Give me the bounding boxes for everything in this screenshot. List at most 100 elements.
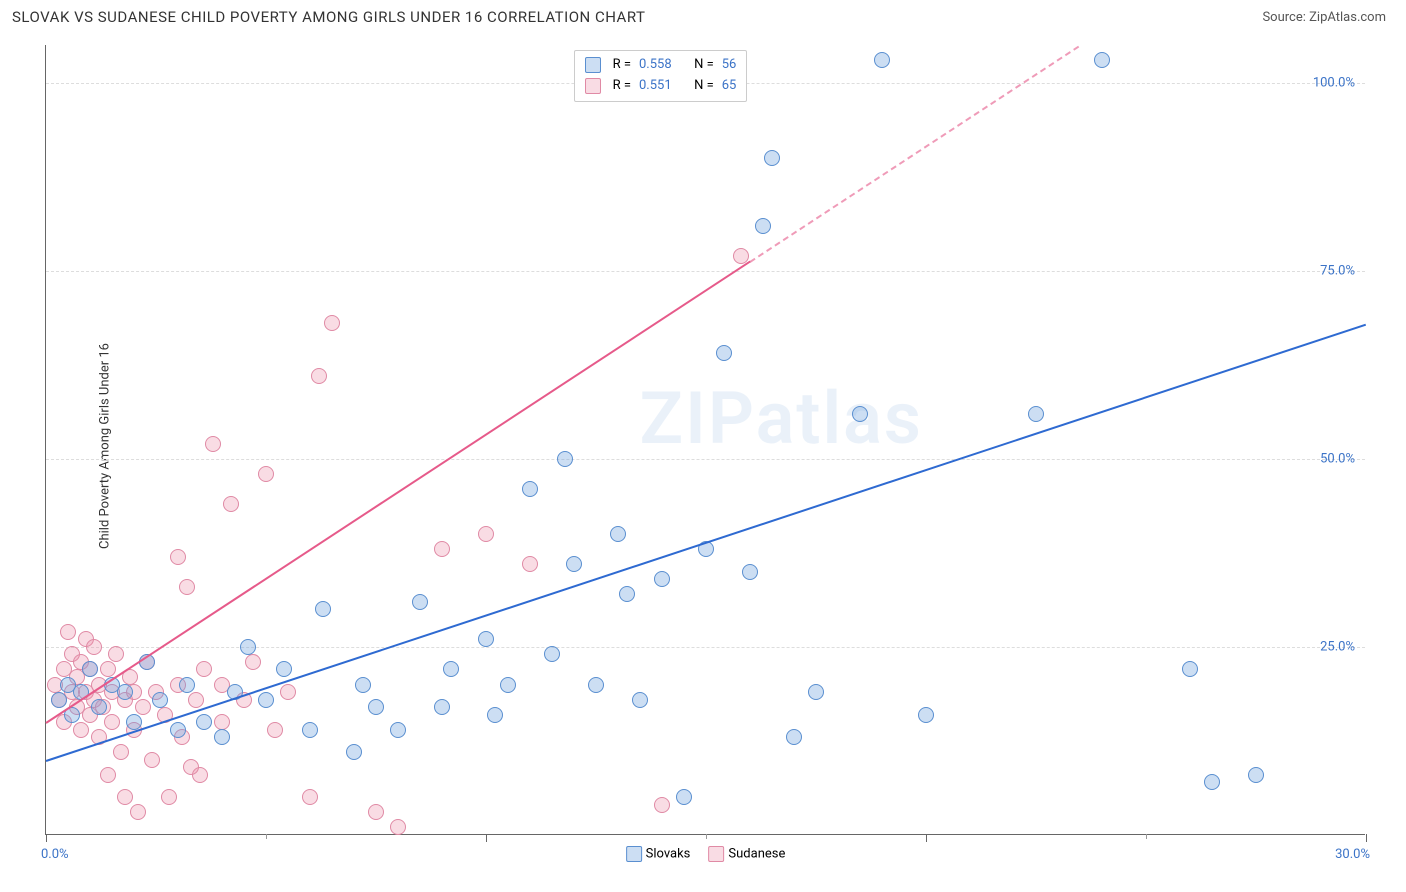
scatter-point	[434, 699, 450, 715]
scatter-point	[170, 722, 186, 738]
scatter-point	[346, 744, 362, 760]
scatter-point	[108, 646, 124, 662]
trend-line	[45, 261, 750, 724]
stats-swatch	[585, 78, 601, 94]
scatter-point	[302, 789, 318, 805]
scatter-point	[258, 466, 274, 482]
scatter-point	[196, 714, 212, 730]
scatter-point	[104, 714, 120, 730]
scatter-point	[1248, 767, 1264, 783]
scatter-point	[808, 684, 824, 700]
stats-row: R =0.551 N =65	[585, 76, 737, 97]
scatter-point	[311, 368, 327, 384]
scatter-point	[86, 639, 102, 655]
stats-row: R = 0.558 N = 56	[585, 55, 737, 76]
scatter-point	[742, 564, 758, 580]
trend-line	[749, 45, 1079, 262]
scatter-plot-area: ZIPatlas R =0.558 N =56R =0.551 N =65 Sl…	[45, 45, 1365, 835]
y-tick-label: 25.0%	[1320, 639, 1355, 654]
scatter-point	[544, 646, 560, 662]
scatter-point	[117, 684, 133, 700]
y-tick-label: 75.0%	[1320, 263, 1355, 278]
scatter-point	[764, 150, 780, 166]
legend-swatch	[626, 846, 642, 862]
scatter-point	[100, 767, 116, 783]
legend-label: Slovaks	[646, 846, 691, 861]
chart-source: Source: ZipAtlas.com	[1262, 10, 1386, 25]
scatter-point	[654, 797, 670, 813]
scatter-point	[368, 804, 384, 820]
scatter-point	[73, 722, 89, 738]
source-label: Source:	[1262, 10, 1305, 25]
scatter-point	[60, 624, 76, 640]
scatter-point	[522, 556, 538, 572]
scatter-point	[324, 315, 340, 331]
x-tick-major	[1366, 834, 1367, 842]
scatter-point	[240, 639, 256, 655]
watermark-text: ZIPatlas	[640, 376, 923, 461]
scatter-point	[135, 699, 151, 715]
n-label: N =	[694, 55, 714, 76]
scatter-point	[267, 722, 283, 738]
scatter-point	[487, 707, 503, 723]
scatter-point	[786, 729, 802, 745]
scatter-point	[152, 692, 168, 708]
r-value: 0.551	[639, 76, 672, 97]
x-tick-minor	[1146, 834, 1147, 839]
scatter-point	[51, 692, 67, 708]
scatter-point	[676, 789, 692, 805]
scatter-point	[280, 684, 296, 700]
scatter-point	[522, 481, 538, 497]
r-value: 0.558	[639, 55, 672, 76]
chart-header: SLOVAK VS SUDANESE CHILD POVERTY AMONG G…	[0, 0, 1406, 30]
n-label: N =	[694, 76, 714, 97]
scatter-point	[755, 218, 771, 234]
scatter-point	[632, 692, 648, 708]
scatter-point	[214, 729, 230, 745]
scatter-point	[557, 451, 573, 467]
scatter-point	[355, 677, 371, 693]
scatter-point	[443, 661, 459, 677]
scatter-point	[478, 631, 494, 647]
scatter-point	[500, 677, 516, 693]
correlation-stats-box: R =0.558 N =56R =0.551 N =65	[574, 50, 748, 102]
scatter-point	[91, 699, 107, 715]
scatter-point	[205, 436, 221, 452]
x-tick-major	[926, 834, 927, 842]
x-tick-minor	[266, 834, 267, 839]
scatter-point	[390, 722, 406, 738]
scatter-point	[918, 707, 934, 723]
scatter-point	[315, 601, 331, 617]
n-value: 56	[722, 55, 737, 76]
trend-line	[46, 323, 1367, 761]
scatter-point	[276, 661, 292, 677]
legend-swatch	[708, 846, 724, 862]
x-label-max: 30.0%	[1335, 847, 1370, 862]
legend-item: Sudanese	[708, 846, 785, 862]
scatter-point	[654, 571, 670, 587]
scatter-point	[130, 804, 146, 820]
legend-footer: Slovaks Sudanese	[626, 846, 786, 862]
scatter-point	[619, 586, 635, 602]
scatter-point	[478, 526, 494, 542]
gridline	[46, 459, 1365, 460]
scatter-point	[161, 789, 177, 805]
gridline	[46, 271, 1365, 272]
x-tick-major	[486, 834, 487, 842]
scatter-point	[1094, 52, 1110, 68]
scatter-point	[183, 759, 199, 775]
scatter-point	[82, 661, 98, 677]
scatter-point	[1204, 774, 1220, 790]
scatter-point	[566, 556, 582, 572]
stats-swatch	[585, 57, 601, 73]
scatter-point	[610, 526, 626, 542]
r-label: R =	[613, 76, 631, 97]
source-name: ZipAtlas.com	[1309, 10, 1386, 25]
scatter-point	[1182, 661, 1198, 677]
scatter-point	[144, 752, 160, 768]
scatter-point	[852, 406, 868, 422]
legend-label: Sudanese	[728, 846, 785, 861]
scatter-point	[113, 744, 129, 760]
y-tick-label: 50.0%	[1320, 451, 1355, 466]
r-label: R =	[613, 55, 631, 76]
